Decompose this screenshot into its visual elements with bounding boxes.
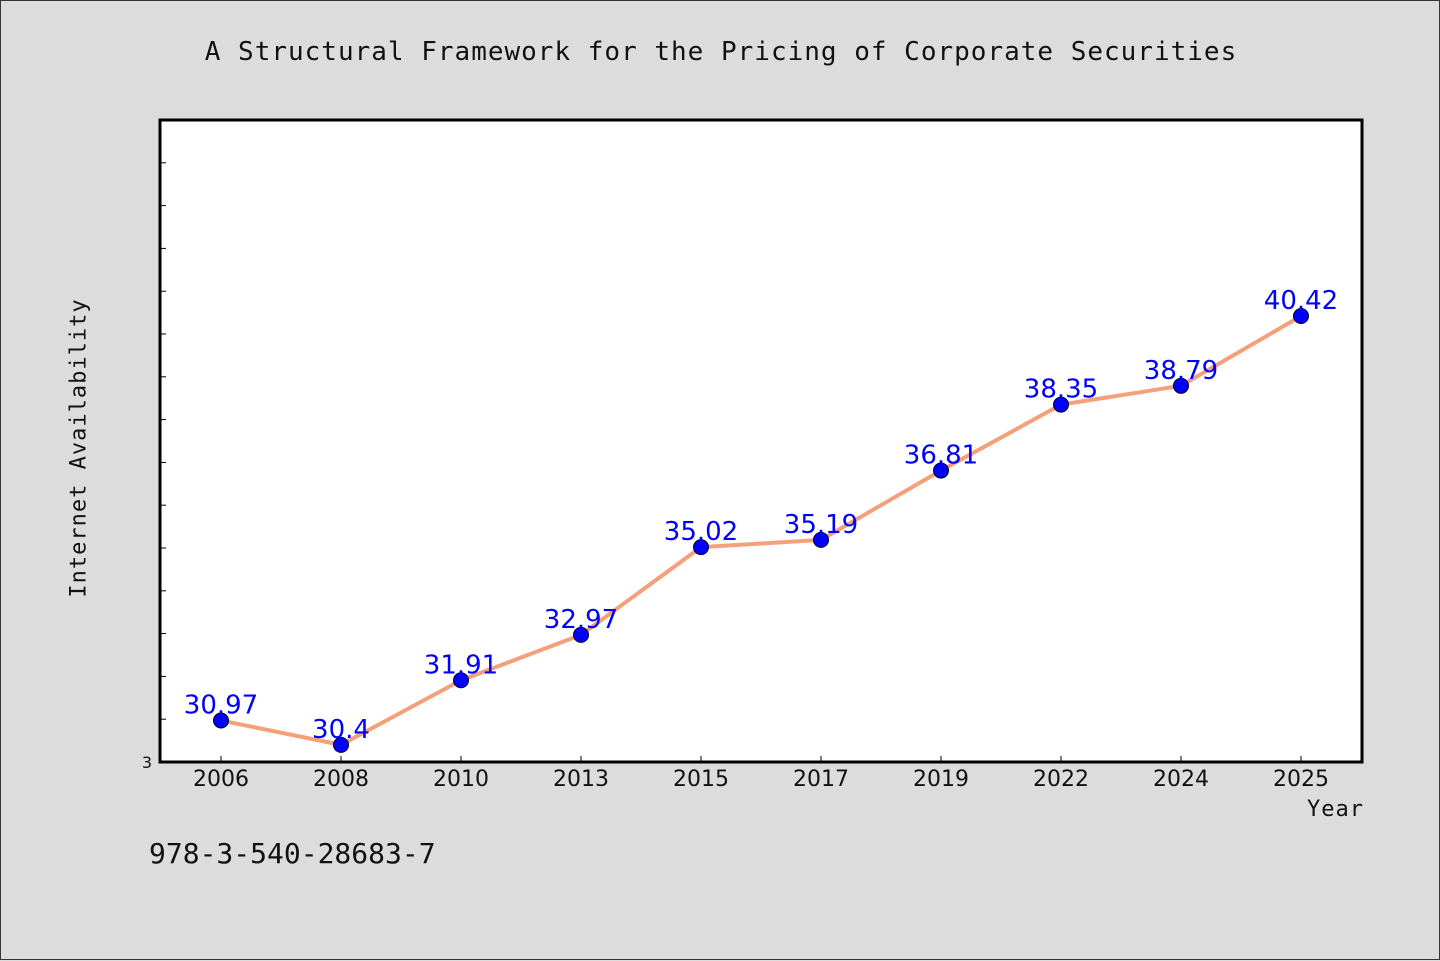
data-point: [453, 672, 469, 689]
x-tick-label: 2017: [793, 767, 849, 792]
x-tick-label: 2006: [193, 767, 249, 792]
data-label: 35.02: [664, 517, 738, 547]
data-label: 30.4: [312, 715, 370, 745]
data-point: [1173, 377, 1189, 394]
x-tick-label: 2015: [673, 767, 729, 792]
x-tick-label: 2010: [433, 767, 489, 792]
data-point: [1053, 396, 1069, 413]
x-axis-label: Year: [1307, 797, 1364, 822]
x-tick-label: 2022: [1033, 767, 1089, 792]
data-point: [573, 626, 589, 643]
plot-area: [158, 118, 1364, 764]
data-point: [693, 539, 709, 556]
data-point: [213, 712, 229, 729]
data-label: 35.19: [784, 510, 858, 540]
data-point: [933, 462, 949, 479]
chart-title: A Structural Framework for the Pricing o…: [204, 37, 1238, 67]
data-point: [333, 736, 349, 753]
x-tick-label: 2008: [313, 767, 369, 792]
data-label: 31.91: [424, 650, 498, 680]
data-label: 32.97: [544, 605, 618, 635]
series-line: [219, 314, 1303, 747]
data-label: 38.35: [1024, 375, 1098, 405]
data-point: [813, 531, 829, 548]
data-point: [1293, 308, 1309, 325]
data-label: 30.97: [184, 690, 258, 720]
data-label: 40.42: [1264, 286, 1338, 316]
x-tick-label: 2025: [1273, 767, 1329, 792]
y-tick-label: 3: [142, 753, 152, 772]
data-label: 38.79: [1144, 356, 1218, 386]
x-tick-label: 2019: [913, 767, 969, 792]
isbn-text: 978-3-540-28683-7: [149, 837, 436, 870]
x-tick-label: 2024: [1153, 767, 1209, 792]
x-tick-label: 2013: [553, 767, 609, 792]
data-label: 36.81: [904, 441, 978, 471]
